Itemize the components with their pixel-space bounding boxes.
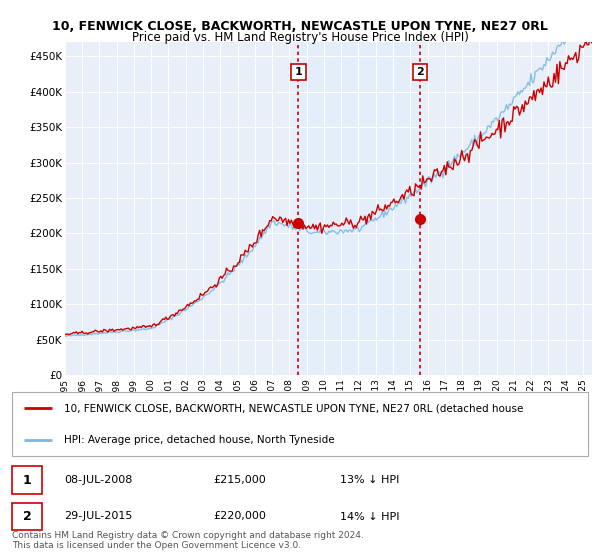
Text: 10, FENWICK CLOSE, BACKWORTH, NEWCASTLE UPON TYNE, NE27 0RL (detached house: 10, FENWICK CLOSE, BACKWORTH, NEWCASTLE … — [64, 403, 523, 413]
Text: 2: 2 — [416, 67, 424, 77]
FancyBboxPatch shape — [12, 466, 42, 494]
Text: Contains HM Land Registry data © Crown copyright and database right 2024.
This d: Contains HM Land Registry data © Crown c… — [12, 530, 364, 550]
Text: 14% ↓ HPI: 14% ↓ HPI — [340, 511, 400, 521]
Text: £215,000: £215,000 — [214, 475, 266, 485]
Text: 08-JUL-2008: 08-JUL-2008 — [64, 475, 132, 485]
Text: 1: 1 — [295, 67, 302, 77]
Text: HPI: Average price, detached house, North Tyneside: HPI: Average price, detached house, Nort… — [64, 435, 334, 445]
Bar — [298, 42, 420, 375]
Text: 29-JUL-2015: 29-JUL-2015 — [64, 511, 132, 521]
Text: 1: 1 — [23, 474, 31, 487]
Text: Price paid vs. HM Land Registry's House Price Index (HPI): Price paid vs. HM Land Registry's House … — [131, 31, 469, 44]
Text: 10, FENWICK CLOSE, BACKWORTH, NEWCASTLE UPON TYNE, NE27 0RL: 10, FENWICK CLOSE, BACKWORTH, NEWCASTLE … — [52, 20, 548, 32]
FancyBboxPatch shape — [12, 392, 588, 456]
FancyBboxPatch shape — [12, 503, 42, 530]
Text: 2: 2 — [23, 510, 31, 523]
Text: 13% ↓ HPI: 13% ↓ HPI — [340, 475, 400, 485]
Text: £220,000: £220,000 — [214, 511, 266, 521]
